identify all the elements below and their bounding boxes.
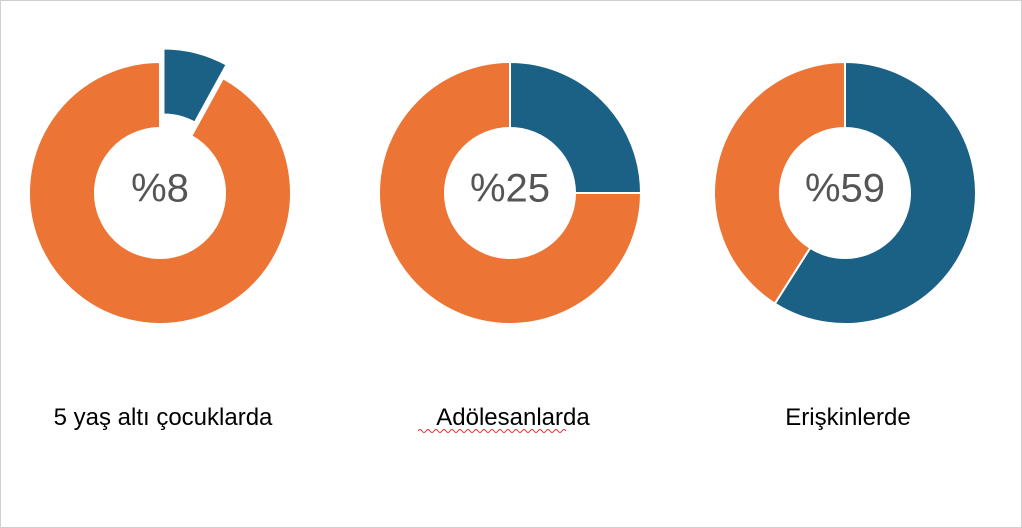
donut-slice <box>509 60 643 194</box>
donut-slice <box>162 47 228 124</box>
center-label: %25 <box>470 167 550 211</box>
donut-slice <box>378 60 643 325</box>
spell-underline <box>417 429 567 433</box>
center-label: %59 <box>805 167 885 211</box>
donut-slice <box>773 60 977 325</box>
center-label: %8 <box>131 167 189 211</box>
chart-title: 5 yaş altı çocuklarda <box>54 404 273 431</box>
donut-slice <box>713 60 846 305</box>
donut-slice <box>28 60 292 325</box>
chart-title: Erişkinlerde <box>785 404 910 431</box>
chart-title: Adölesanlarda <box>436 404 590 431</box>
